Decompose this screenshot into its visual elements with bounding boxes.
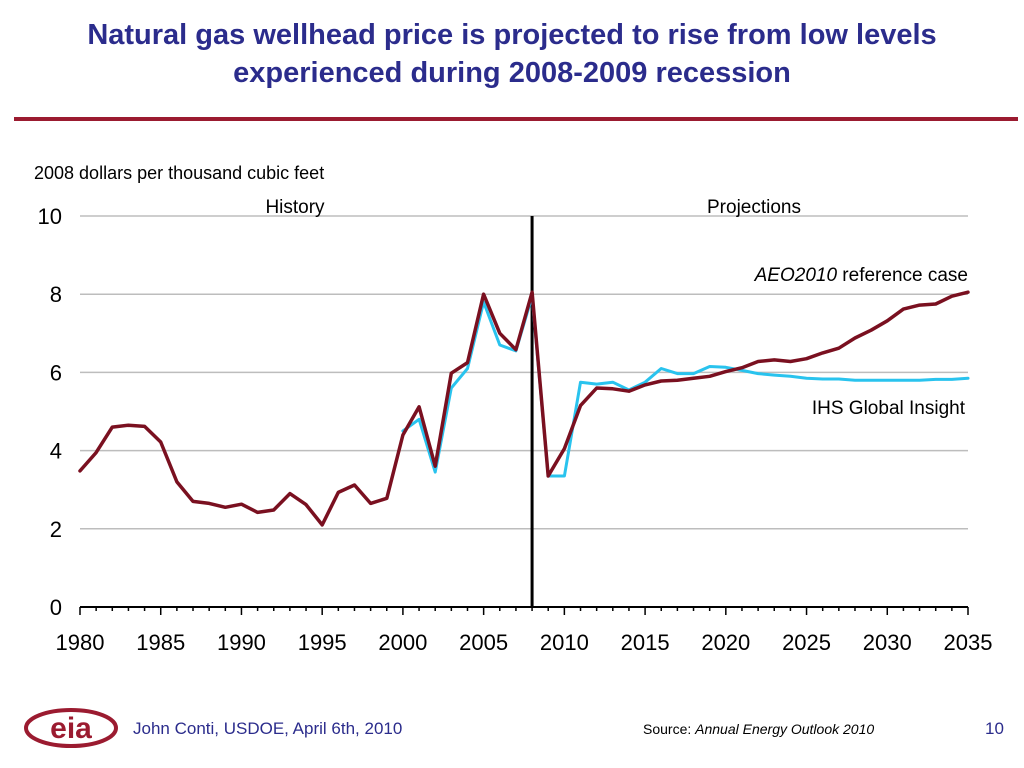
x-tick-1990: 1990 [217,630,266,655]
aeo-label-italic: AEO2010 [754,265,838,286]
y-tick-8: 8 [50,282,62,307]
page-number: 10 [985,719,1004,738]
x-tick-2035: 2035 [944,630,993,655]
footer-source: Source: Annual Energy Outlook 2010 [643,721,874,737]
ihs-series-label: IHS Global Insight [812,398,966,419]
series-lines [78,290,970,527]
y-tick-labels: 0 2 4 6 8 10 [38,204,62,620]
x-tick-2010: 2010 [540,630,589,655]
x-tick-2030: 2030 [863,630,912,655]
y-tick-10: 10 [38,204,62,229]
gridlines [79,215,969,615]
aeo-label-rest: reference case [837,265,968,286]
ihs-series-line [401,294,970,478]
slide-title: Natural gas wellhead price is projected … [87,19,937,89]
y-tick-6: 6 [50,360,62,385]
y-tick-4: 4 [50,439,62,464]
x-tick-2015: 2015 [621,630,670,655]
x-tick-2025: 2025 [782,630,831,655]
eia-logo: eia [24,708,118,748]
footer-author: John Conti, USDOE, April 6th, 2010 [133,719,403,738]
source-prefix: Source: [643,721,696,737]
aeo-series-line [78,290,970,527]
x-tick-labels: 1980 1985 1990 1995 2000 2005 2010 2015 2020 2025… [56,630,993,655]
logo-text: eia [50,712,92,745]
x-tick-1995: 1995 [298,630,347,655]
x-tick-1985: 1985 [136,630,185,655]
y-tick-0: 0 [50,595,62,620]
x-tick-1980: 1980 [56,630,105,655]
y-tick-2: 2 [50,517,62,542]
title-divider [14,117,1018,121]
price-chart: 2008 dollars per thousand cubic feet 0 2 4… [34,163,993,655]
x-tick-2000: 2000 [378,630,427,655]
projections-label: Projections [707,197,801,218]
source-title: Annual Energy Outlook 2010 [695,721,875,737]
x-tick-2020: 2020 [701,630,750,655]
y-axis-label: 2008 dollars per thousand cubic feet [34,163,324,183]
history-label: History [265,197,325,218]
x-tick-2005: 2005 [459,630,508,655]
aeo-series-label: AEO2010 reference case [754,265,968,286]
